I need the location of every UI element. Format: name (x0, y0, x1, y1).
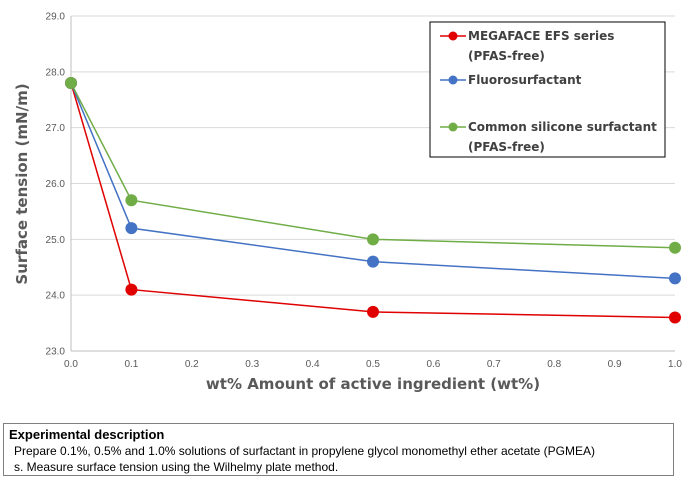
legend-label: (PFAS-free) (468, 49, 545, 63)
experimental-description-box: Experimental description Prepare 0.1%, 0… (3, 423, 674, 476)
y-tick-label: 27.0 (46, 123, 66, 134)
y-tick-label: 25.0 (46, 235, 66, 246)
y-tick-label: 23.0 (46, 347, 66, 358)
data-point-series-2 (669, 241, 681, 254)
x-axis-label: wt% Amount of active ingredient (wt%) (206, 375, 540, 393)
y-tick-labels: 23.0 24.0 25.0 26.0 27.0 28.0 29.0 (46, 12, 66, 358)
axes (70, 16, 675, 352)
x-tick-labels: 0.0 0.1 0.2 0.3 0.4 0.5 0.6 0.7 0.8 0.9 1.0 (64, 359, 682, 370)
description-line-1: Prepare 0.1%, 0.5% and 1.0% solutions of… (14, 444, 595, 458)
y-tick-label: 24.0 (46, 291, 66, 302)
y-tick-label: 29.0 (46, 12, 66, 23)
data-point-series-0 (669, 311, 681, 324)
x-tick-label: 0.0 (64, 359, 78, 370)
x-tick-label: 1.0 (668, 359, 682, 370)
line-chart: 0.0 0.1 0.2 0.3 0.4 0.5 0.6 0.7 0.8 0.9 1.0 23.0 24… (13, 12, 682, 394)
data-point-series-1 (669, 272, 681, 285)
description-line-2: s. Measure surface tension using the Wil… (14, 460, 339, 474)
x-tick-label: 0.5 (366, 359, 380, 370)
x-tick-label: 0.6 (426, 359, 440, 370)
data-point-series-1 (125, 222, 138, 235)
legend: MEGAFACE EFS series (PFAS-free) Fluorosurf… (429, 21, 666, 158)
data-point-series-2 (125, 194, 138, 207)
y-tick-label: 26.0 (46, 179, 66, 190)
x-tick-label: 0.1 (124, 359, 138, 370)
legend-label: (PFAS-free) (468, 140, 545, 154)
legend-marker-2 (448, 122, 458, 132)
legend-label: MEGAFACE EFS series (468, 29, 614, 43)
x-tick-label: 0.8 (547, 359, 561, 370)
data-point-series-0 (367, 305, 379, 318)
x-tick-label: 0.7 (487, 359, 501, 370)
series-line-2 (70, 82, 676, 249)
legend-label: Common silicone surfactant (468, 120, 657, 134)
legend-marker-0 (448, 31, 458, 41)
x-tick-label: 0.3 (245, 359, 259, 370)
data-point-series-0 (125, 283, 138, 296)
description-title: Experimental description (9, 427, 165, 442)
x-tick-label: 0.9 (608, 359, 622, 370)
data-point-series-2 (367, 233, 379, 246)
gridlines (71, 15, 675, 296)
x-tick-label: 0.2 (185, 359, 199, 370)
data-point-series-2 (65, 77, 77, 89)
y-tick-label: 28.0 (46, 67, 66, 78)
x-tick-label: 0.4 (306, 359, 320, 370)
series-line-1 (70, 82, 676, 280)
legend-box (429, 21, 666, 158)
data-series (65, 77, 681, 324)
legend-label: Fluorosurfactant (468, 73, 582, 87)
data-point-series-1 (367, 255, 379, 268)
legend-marker-1 (448, 75, 458, 85)
y-axis-label: Surface tension (mN/m) (13, 83, 31, 284)
series-line-0 (70, 82, 676, 319)
